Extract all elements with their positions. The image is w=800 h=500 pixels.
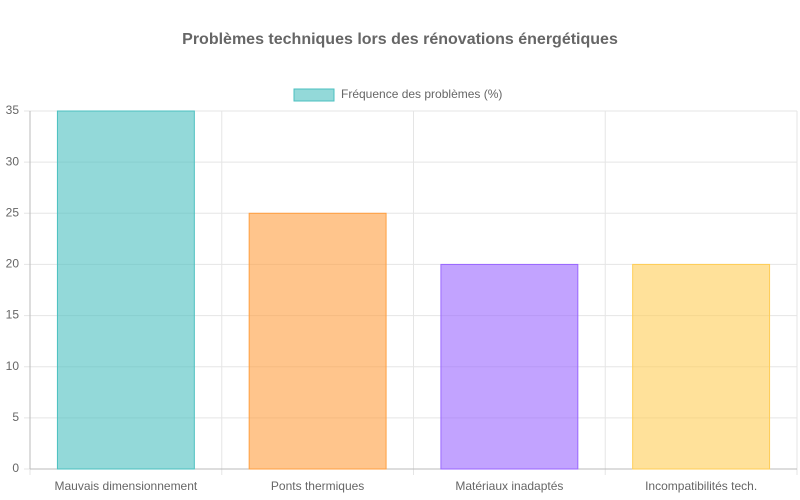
- chart-title: Problèmes techniques lors des rénovation…: [182, 31, 618, 48]
- x-tick-label: Ponts thermiques: [271, 479, 364, 493]
- legend-label: Fréquence des problèmes (%): [341, 87, 502, 101]
- x-tick-label: Mauvais dimensionnement: [55, 479, 198, 493]
- bar: [632, 263, 771, 470]
- bar: [248, 212, 387, 470]
- y-tick-label: 15: [6, 308, 20, 322]
- bar: [440, 263, 579, 470]
- y-tick-label: 25: [6, 205, 20, 219]
- x-tick-label: Incompatibilités tech.: [645, 479, 757, 493]
- y-tick-label: 20: [6, 257, 20, 271]
- legend-swatch: [293, 88, 335, 102]
- y-tick-label: 10: [6, 359, 20, 373]
- y-tick-label: 0: [12, 461, 19, 475]
- y-tick-label: 5: [12, 410, 19, 424]
- y-tick-label: 35: [6, 103, 20, 117]
- x-tick-label: Matériaux inadaptés: [455, 479, 563, 493]
- bar: [56, 110, 195, 470]
- y-tick-label: 30: [6, 154, 20, 168]
